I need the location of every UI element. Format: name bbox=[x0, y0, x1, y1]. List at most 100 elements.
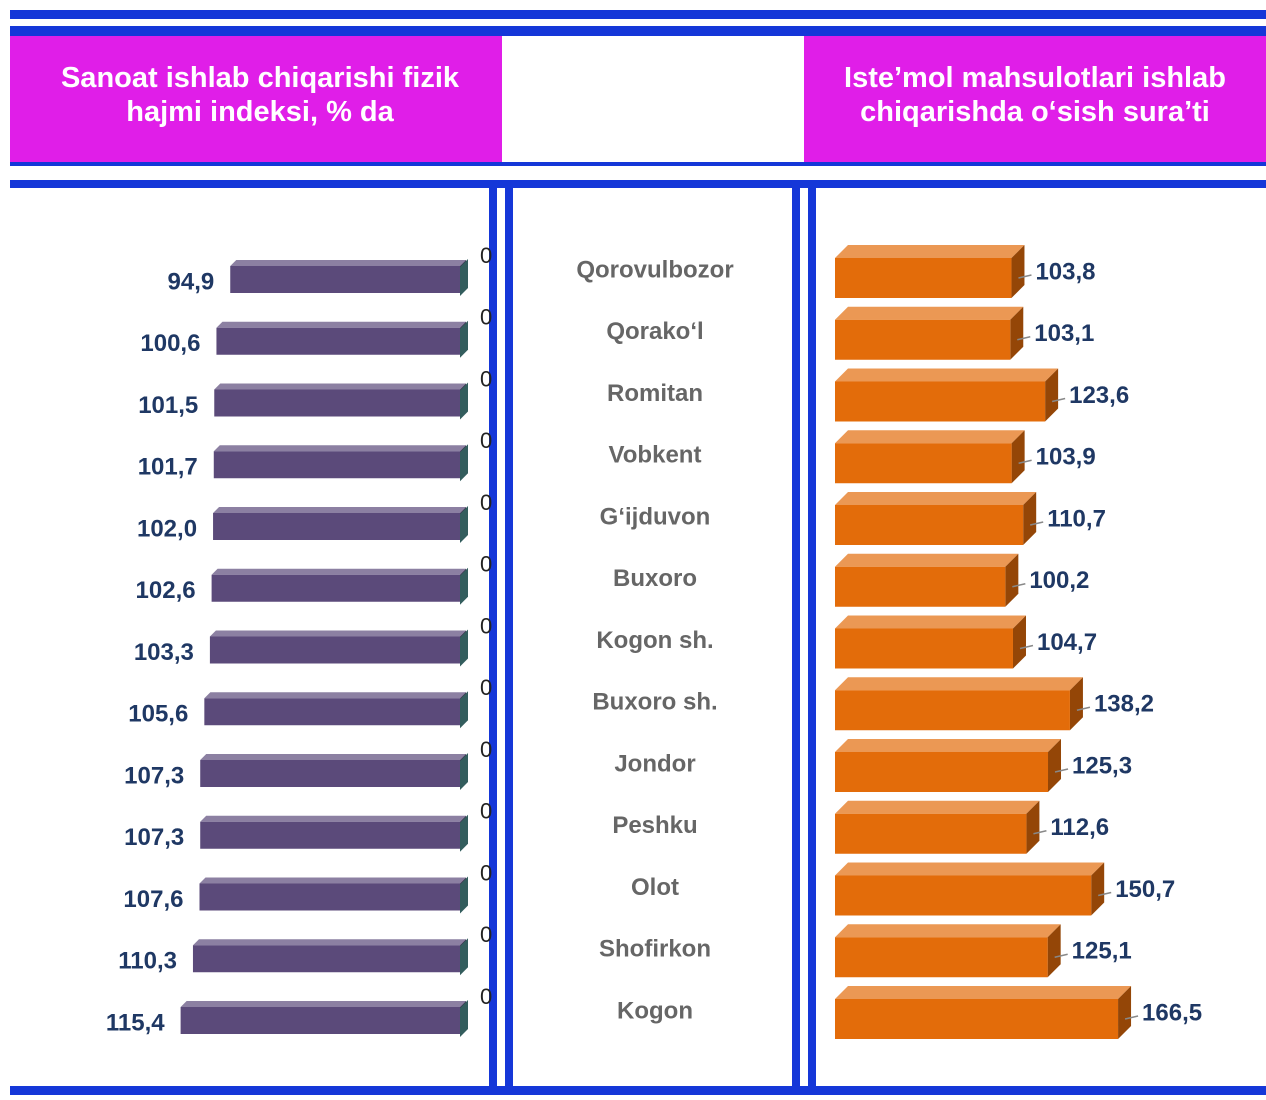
bar bbox=[835, 368, 1059, 422]
bar-face bbox=[835, 986, 1132, 999]
value-label: 0 bbox=[480, 860, 492, 885]
bar-face bbox=[214, 389, 460, 417]
bar-face bbox=[209, 636, 460, 664]
bar-face bbox=[835, 319, 1011, 360]
zero-bar bbox=[460, 691, 468, 729]
bar-face bbox=[1012, 615, 1026, 669]
panel-border bbox=[792, 180, 800, 1095]
bar-face bbox=[230, 266, 460, 293]
bar-face bbox=[1023, 492, 1037, 545]
bar-face bbox=[211, 574, 460, 602]
bar-face bbox=[213, 507, 466, 513]
leader-line bbox=[1017, 336, 1031, 341]
bar bbox=[835, 677, 1083, 731]
bar-face bbox=[204, 692, 466, 699]
top-rule bbox=[10, 10, 1266, 19]
bar-face bbox=[460, 382, 468, 420]
bar-face bbox=[835, 800, 1040, 814]
value-label: 100,2 bbox=[1029, 567, 1089, 594]
bar-face bbox=[199, 877, 466, 884]
bar-face bbox=[180, 1007, 460, 1034]
value-label: 103,1 bbox=[1034, 320, 1094, 347]
value-label: 0 bbox=[480, 737, 492, 762]
value-label: 0 bbox=[480, 984, 492, 1009]
bar-face bbox=[460, 259, 468, 296]
bar-face bbox=[835, 368, 1059, 382]
bar bbox=[835, 245, 1025, 298]
value-label: 100,6 bbox=[140, 330, 200, 357]
bar-face bbox=[199, 883, 460, 911]
bar-face bbox=[200, 821, 460, 849]
bar-face bbox=[460, 938, 468, 976]
bar-face bbox=[1026, 800, 1040, 854]
bar bbox=[835, 800, 1040, 854]
bar bbox=[216, 321, 466, 355]
value-label: 101,7 bbox=[138, 454, 198, 481]
value-label: 125,1 bbox=[1072, 938, 1132, 965]
zero-bar bbox=[460, 876, 468, 914]
bar-face bbox=[835, 999, 1119, 1039]
bar-face bbox=[209, 630, 466, 637]
leader-line bbox=[1033, 830, 1047, 835]
middle-header-bg bbox=[502, 36, 804, 162]
zero-bar bbox=[460, 382, 468, 420]
bar bbox=[180, 1001, 466, 1034]
value-label: 103,3 bbox=[134, 639, 194, 666]
bar-face bbox=[200, 760, 460, 787]
bar-face bbox=[460, 876, 468, 914]
zero-bar bbox=[460, 567, 468, 605]
bar-face bbox=[1048, 739, 1062, 792]
zero-bar bbox=[460, 1000, 468, 1037]
category-label: Buxoro bbox=[613, 565, 697, 592]
zero-bar bbox=[460, 320, 468, 358]
left-title: Sanoat ishlab chiqarishi fizik hajmi ind… bbox=[60, 62, 460, 128]
bar-face bbox=[1010, 306, 1024, 360]
bar bbox=[200, 754, 466, 787]
bar-face bbox=[460, 629, 468, 667]
bar bbox=[835, 986, 1132, 1039]
bar-face bbox=[835, 924, 1061, 938]
bar-face bbox=[180, 1001, 466, 1007]
bar-face bbox=[460, 506, 468, 543]
bar-face bbox=[192, 945, 461, 973]
value-label: 110,3 bbox=[118, 948, 177, 975]
value-label: 104,7 bbox=[1037, 629, 1097, 656]
bar bbox=[835, 306, 1024, 360]
panel-border bbox=[489, 180, 497, 1095]
bar-face bbox=[1091, 862, 1105, 916]
bar bbox=[213, 507, 466, 540]
bar-face bbox=[230, 260, 466, 266]
bar-face bbox=[213, 445, 466, 452]
bar-face bbox=[835, 875, 1092, 916]
bar bbox=[192, 939, 467, 973]
value-label: 0 bbox=[480, 613, 492, 638]
bar bbox=[214, 383, 466, 417]
bar-face bbox=[460, 567, 468, 605]
bar-face bbox=[835, 615, 1026, 629]
bar-face bbox=[200, 754, 466, 760]
category-label: Olot bbox=[631, 874, 679, 901]
bar bbox=[835, 430, 1025, 484]
bar-face bbox=[835, 505, 1024, 545]
zero-bar bbox=[460, 444, 468, 482]
category-label: Peshku bbox=[612, 812, 697, 839]
bar-face bbox=[216, 321, 466, 328]
bar bbox=[230, 260, 466, 293]
bar-face bbox=[835, 443, 1012, 484]
bar-face bbox=[835, 937, 1048, 978]
value-label: 112,6 bbox=[1050, 814, 1109, 841]
value-label: 0 bbox=[480, 243, 492, 268]
bar-face bbox=[835, 628, 1013, 669]
bar-face bbox=[211, 568, 466, 575]
bar-face bbox=[835, 813, 1027, 854]
zero-bar bbox=[460, 629, 468, 667]
value-label: 102,6 bbox=[136, 577, 196, 604]
bar-face bbox=[1047, 924, 1061, 978]
bar-face bbox=[460, 753, 468, 790]
panel-border bbox=[505, 180, 513, 1095]
bar-face bbox=[460, 444, 468, 482]
bar-face bbox=[1045, 368, 1059, 422]
value-label: 0 bbox=[480, 490, 492, 515]
category-label: Buxoro sh. bbox=[592, 689, 717, 716]
